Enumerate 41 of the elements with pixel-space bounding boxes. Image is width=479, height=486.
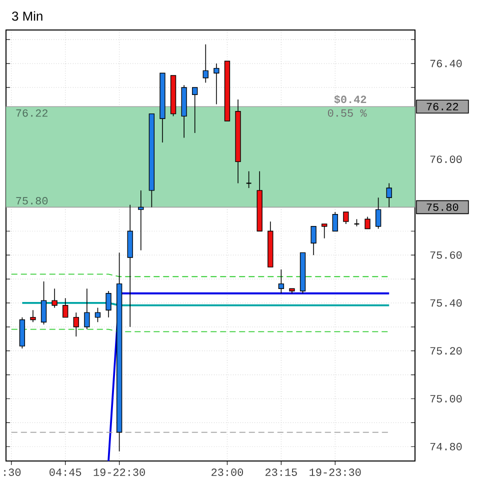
chart-title: 3 Min bbox=[12, 11, 42, 21]
candlestick bbox=[192, 87, 198, 134]
candlestick bbox=[246, 170, 252, 188]
x-tick-label: 23:00 bbox=[212, 468, 243, 476]
candlestick bbox=[73, 312, 79, 337]
candlestick bbox=[364, 216, 370, 230]
candlestick bbox=[332, 212, 338, 232]
annotation: $0.42 bbox=[334, 94, 366, 104]
y-tick-label: 75.60 bbox=[430, 251, 462, 259]
ref-line-label: 76.22 bbox=[426, 102, 458, 110]
candlestick bbox=[94, 307, 101, 323]
candlestick bbox=[375, 197, 382, 230]
ref-line-label: 75.80 bbox=[426, 203, 458, 211]
candlestick bbox=[40, 281, 47, 325]
x-tick-label: 19-23:30 bbox=[310, 468, 361, 476]
candlestick bbox=[52, 288, 58, 308]
y-tick-label: 76.00 bbox=[430, 156, 462, 164]
candlestick bbox=[62, 298, 68, 318]
candlestick bbox=[386, 182, 392, 208]
candlestick bbox=[106, 290, 112, 318]
y-tick-label: 75.40 bbox=[430, 299, 462, 307]
annotation: 0.55 % bbox=[328, 109, 367, 117]
y-tick-label: 76.40 bbox=[430, 60, 462, 68]
x-tick-label: 23:15 bbox=[266, 468, 297, 476]
candlestick bbox=[214, 63, 220, 105]
x-tick-label: 04:45 bbox=[50, 468, 82, 476]
candlestick bbox=[278, 269, 284, 294]
candlestick bbox=[322, 224, 328, 239]
candlestick bbox=[310, 226, 316, 256]
candlestick bbox=[138, 190, 144, 251]
x-tick-label: 19-22:30 bbox=[94, 468, 145, 476]
candlestick bbox=[84, 288, 90, 330]
annotation: 75.80 bbox=[16, 197, 48, 204]
candlestick bbox=[30, 310, 36, 323]
annotation: 76.22 bbox=[16, 109, 48, 117]
y-tick-label: 75.20 bbox=[430, 347, 462, 355]
y-tick-label: 75.00 bbox=[430, 395, 462, 402]
candlestick bbox=[343, 212, 349, 224]
y-tick-label: 74.80 bbox=[430, 442, 462, 450]
candlestick bbox=[202, 44, 208, 84]
x-tick-label: :30 bbox=[4, 468, 21, 476]
